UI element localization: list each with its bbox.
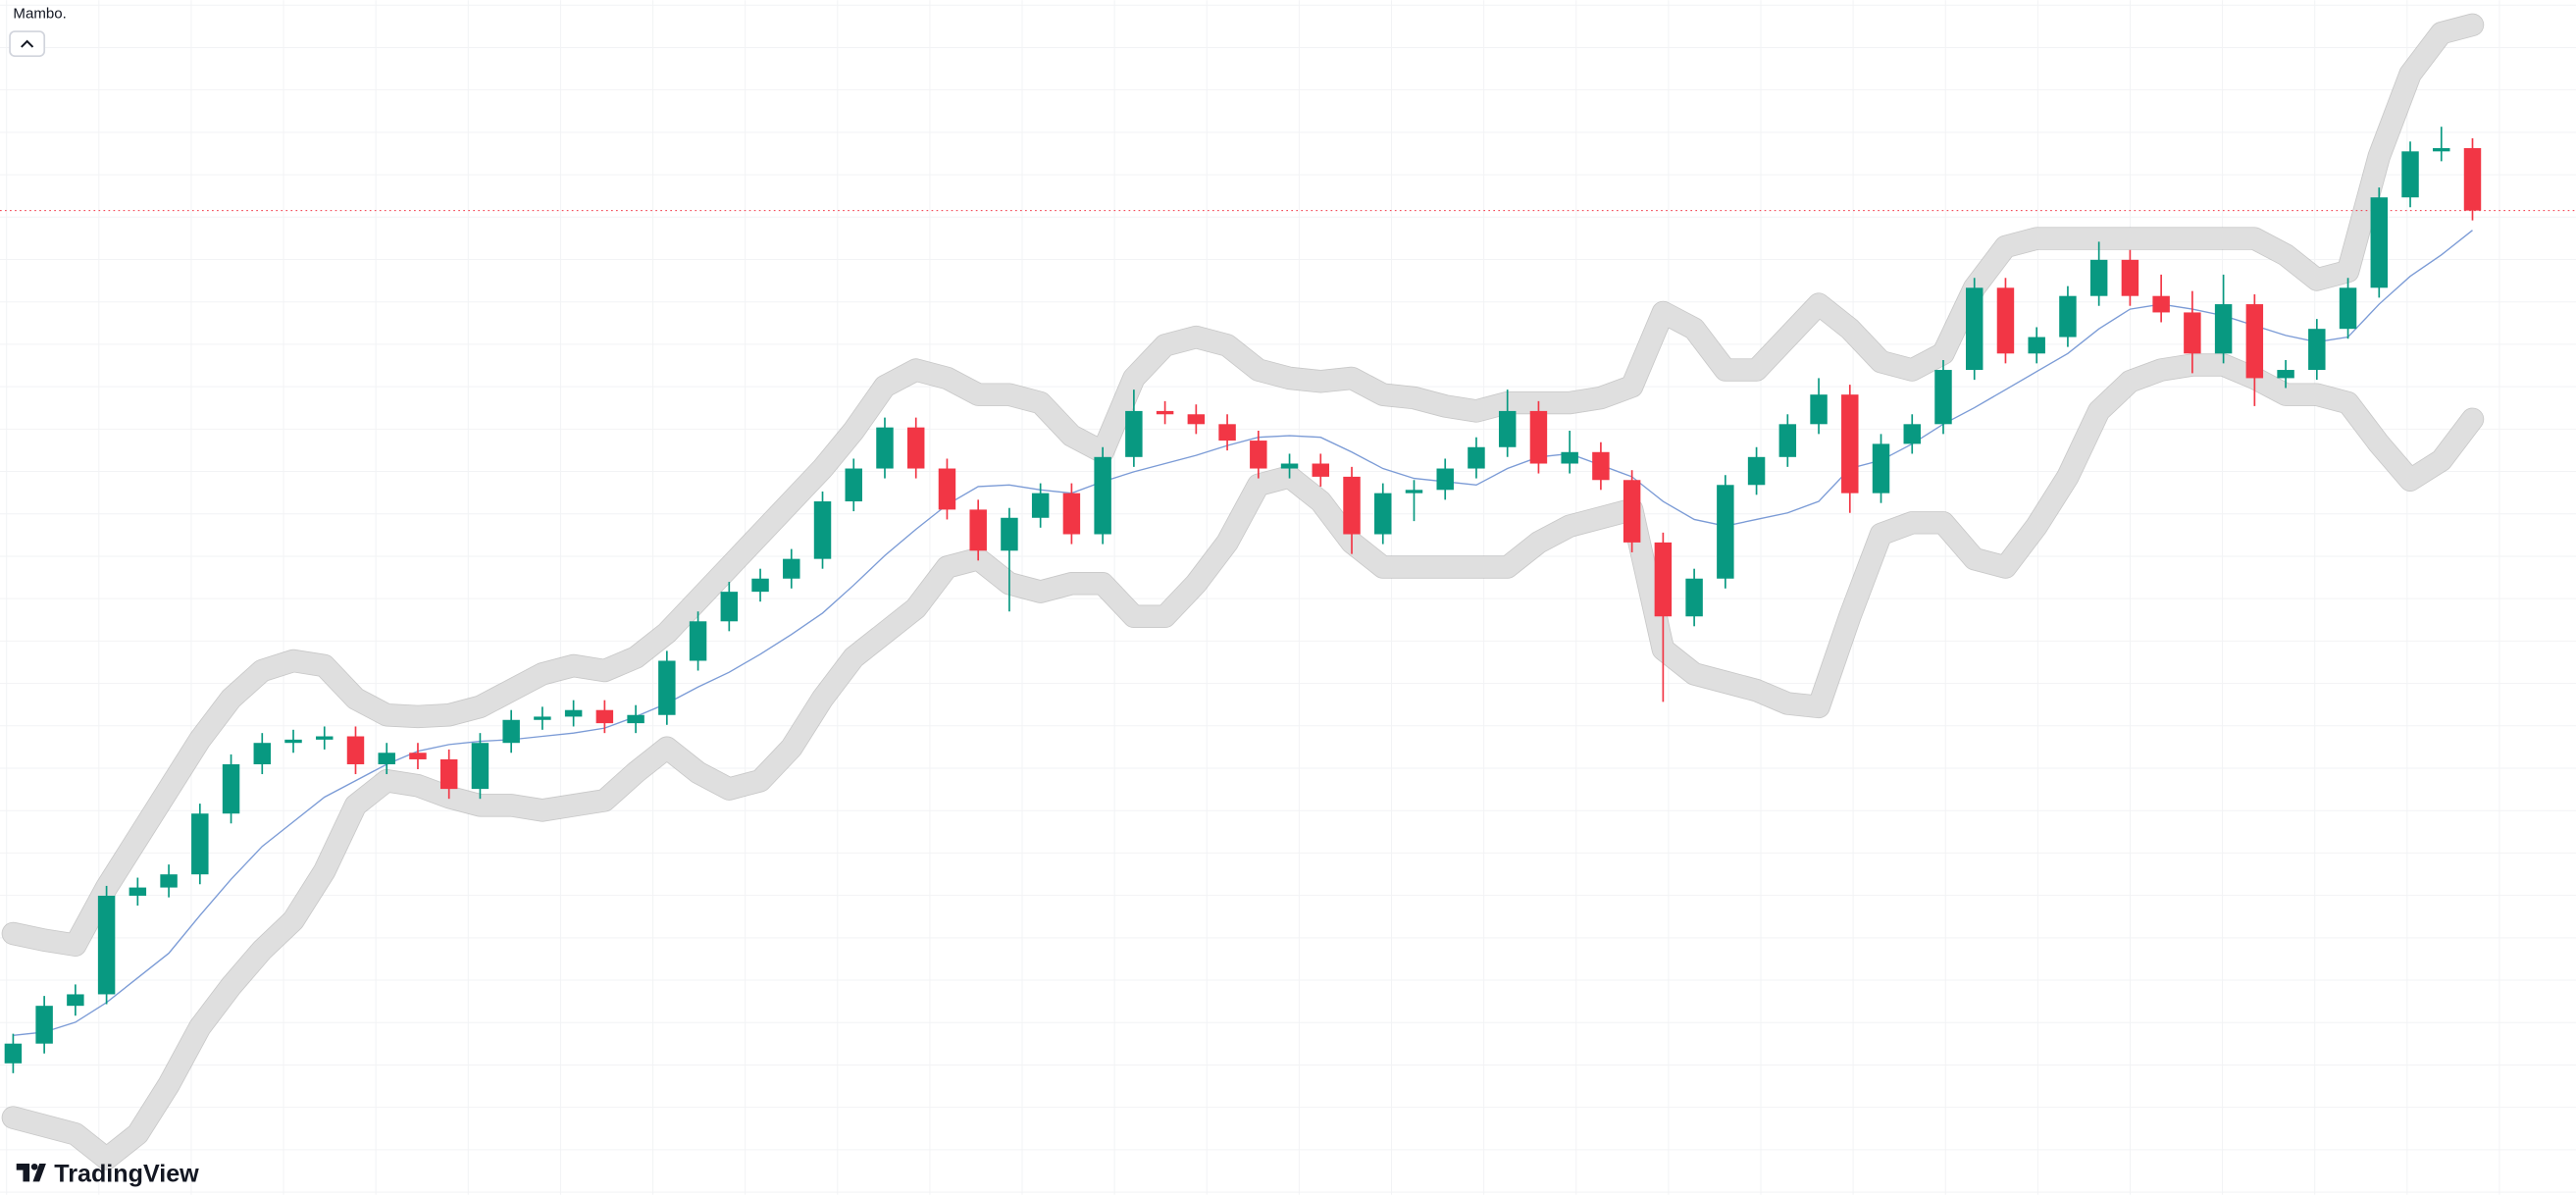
candle-body <box>1374 493 1392 535</box>
candle-body <box>938 468 956 510</box>
logo: TradingView <box>16 1160 199 1187</box>
candle-body <box>1934 370 1952 425</box>
candle-body <box>2463 147 2482 211</box>
candle-body <box>534 716 551 720</box>
candle-body <box>2152 295 2170 313</box>
candle-body <box>439 758 458 790</box>
watermark: TradingView <box>54 1160 199 1187</box>
candle-body <box>35 1006 53 1044</box>
candle-body <box>658 660 676 715</box>
candle-body <box>2401 151 2419 198</box>
candle-body <box>2214 304 2233 354</box>
candle-body <box>1312 463 1330 477</box>
candle-body <box>2245 304 2264 379</box>
candle-body <box>378 753 395 764</box>
candle-body <box>1001 517 1018 551</box>
candle-body <box>1094 456 1111 535</box>
band <box>2 354 2484 1169</box>
plot-area <box>0 13 2576 1170</box>
candle-body <box>2433 147 2450 152</box>
candle-body <box>595 709 614 724</box>
candle-body <box>627 714 644 724</box>
candle-body <box>1498 410 1517 447</box>
candle-body <box>1187 414 1206 425</box>
candle-body <box>316 736 334 740</box>
candle-body <box>1529 410 1548 464</box>
candle-body <box>409 753 427 759</box>
candle-body <box>1468 446 1485 469</box>
candle-body <box>346 736 365 764</box>
candle-body <box>97 895 116 995</box>
candle-body <box>2059 295 2077 338</box>
candle-body <box>1903 424 1921 444</box>
candle-body <box>1250 441 1267 469</box>
candle-body <box>471 743 489 790</box>
candle-body <box>2184 312 2201 354</box>
candle-body <box>2308 329 2326 371</box>
candle-body <box>1125 410 1143 457</box>
candle-body <box>1592 451 1610 481</box>
button-frame[interactable] <box>9 30 46 58</box>
candle-body <box>1218 424 1236 442</box>
candle-body <box>1717 485 1734 579</box>
candle-body <box>1965 287 1984 371</box>
band <box>2 14 2484 957</box>
candle-body <box>720 592 739 622</box>
candle-body <box>1436 468 1454 491</box>
candle-body <box>2277 370 2294 379</box>
candle-body <box>969 509 987 551</box>
logo-dot <box>30 1163 38 1170</box>
logo-icon <box>16 1163 46 1182</box>
candle-body <box>2121 259 2139 296</box>
candle-body <box>813 501 832 559</box>
candle-body <box>67 994 84 1007</box>
candle-body <box>1156 410 1174 415</box>
chart-title: Mambo. <box>13 6 66 23</box>
candle-body <box>129 887 147 896</box>
candle-body <box>1810 394 1828 425</box>
candle-body <box>1872 443 1890 494</box>
candle-body <box>876 427 894 469</box>
candle-body <box>564 709 583 717</box>
candle-body <box>191 813 209 875</box>
candle-body <box>1062 493 1081 535</box>
candle-body <box>1747 456 1766 486</box>
candle-body <box>1778 424 1797 457</box>
candle-body <box>1623 480 1641 543</box>
candle-body <box>253 743 272 764</box>
candle-body <box>845 468 862 502</box>
candle-body <box>1031 493 1050 518</box>
candle-body <box>160 874 178 888</box>
candle-body <box>1841 394 1859 494</box>
candle-body <box>689 621 707 661</box>
basis-line <box>13 230 2473 1036</box>
candle-body <box>1561 451 1578 464</box>
candle-body <box>222 763 240 814</box>
candle-body <box>502 719 520 744</box>
candle-body <box>284 739 302 744</box>
candle-body <box>4 1043 23 1064</box>
candle-body <box>1654 542 1673 617</box>
candle-body <box>2370 197 2389 288</box>
chevron-icon[interactable] <box>21 39 34 48</box>
collapse-button[interactable] <box>9 30 46 58</box>
candle-body <box>1343 476 1361 535</box>
candle-body <box>783 558 800 579</box>
candle-body <box>2339 287 2357 330</box>
candle-body <box>1996 287 2015 354</box>
candle-body <box>751 578 769 593</box>
candle-body <box>1405 490 1423 494</box>
candle-body <box>2089 259 2108 296</box>
candle-body <box>2028 337 2045 354</box>
candle-body <box>1685 578 1703 617</box>
candle-body <box>906 427 925 469</box>
candle-body <box>1280 463 1299 469</box>
